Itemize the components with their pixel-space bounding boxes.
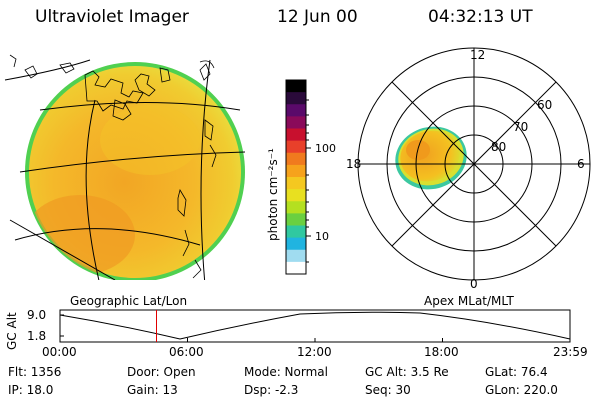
status-gain: Gain: 13 — [127, 383, 178, 397]
geographic-panel-label: Geographic Lat/Lon — [70, 294, 188, 308]
apex-panel-label: Apex MLat/MLT — [424, 294, 514, 308]
colorbar-label-10: 10 — [315, 230, 329, 243]
altitude-xtick-0000: 00:00 — [42, 345, 77, 359]
status-dsp: Dsp: -2.3 — [244, 383, 299, 397]
status-flt: Flt: 1356 — [8, 365, 62, 379]
status-glon: GLon: 220.0 — [485, 383, 558, 397]
colorbar-band — [286, 80, 306, 93]
altitude-x-ticks — [59, 314, 571, 342]
altitude-plot — [59, 309, 571, 343]
status-seq: Seq: 30 — [365, 383, 411, 397]
colorbar-minor-ticks — [306, 99, 309, 263]
colorbar-band — [286, 140, 306, 154]
polar-label-18: 18 — [346, 157, 362, 171]
colorbar-band — [286, 201, 306, 214]
altitude-xtick-1800: 18:00 — [424, 345, 459, 359]
colorbar-unit-label: photon cm⁻²s⁻¹ — [266, 148, 280, 241]
polar-plot — [357, 47, 591, 281]
colorbar-band — [286, 189, 306, 202]
longitude-line — [200, 59, 211, 280]
polar-diagonal — [391, 81, 557, 247]
colorbar-band — [286, 164, 306, 178]
colorbar-band — [286, 128, 306, 142]
status-mode: Mode: Normal — [244, 365, 328, 379]
polar-label-12: 12 — [470, 48, 486, 62]
polar-label-70: 70 — [513, 120, 529, 134]
polar-label-60: 60 — [537, 98, 553, 112]
altitude-plot-frame — [59, 309, 571, 343]
altitude-ylabel: GC Alt — [5, 312, 19, 350]
colorbar-band — [286, 225, 306, 239]
colorbar-frame — [285, 79, 307, 275]
altitude-xtick-0600: 06:00 — [169, 345, 204, 359]
instrument-title: Ultraviolet Imager — [35, 7, 189, 27]
colorbar-label-100: 100 — [315, 142, 336, 155]
geographic-image — [4, 54, 246, 280]
longitude-line — [4, 59, 91, 81]
colorbar-band — [286, 177, 306, 190]
colorbar-band — [286, 152, 306, 166]
altitude-xtick-2359: 23:59 — [553, 345, 588, 359]
colorbar-band — [286, 104, 306, 117]
colorbar-band — [286, 237, 306, 251]
colorbar-band — [286, 261, 306, 275]
colorbar — [286, 80, 306, 275]
status-door: Door: Open — [127, 365, 196, 379]
time-label: 04:32:13 UT — [428, 7, 533, 27]
date-label: 12 Jun 00 — [277, 7, 358, 27]
latitude-line — [39, 102, 241, 111]
colorbar-band — [286, 116, 306, 130]
altitude-xtick-1200: 12:00 — [297, 345, 332, 359]
colorbar-band — [286, 213, 306, 227]
auroral-oval — [395, 126, 467, 190]
colorbar-band — [286, 92, 306, 105]
longitude-line — [9, 219, 116, 280]
polar-label-6: 6 — [577, 157, 585, 171]
latitude-line — [19, 151, 246, 173]
status-glat: GLat: 76.4 — [485, 365, 548, 379]
polar-label-80: 80 — [491, 140, 507, 154]
colorbar-band — [286, 249, 306, 263]
altitude-ytick-9: 9.0 — [27, 308, 47, 322]
status-gc-alt: GC Alt: 3.5 Re — [365, 365, 449, 379]
coastlines — [9, 54, 217, 279]
longitude-line — [85, 99, 100, 280]
altitude-ytick-1-8: 1.8 — [27, 329, 47, 343]
altitude-curve — [59, 311, 571, 340]
status-ip: IP: 18.0 — [8, 383, 54, 397]
polar-label-0: 0 — [470, 277, 478, 291]
